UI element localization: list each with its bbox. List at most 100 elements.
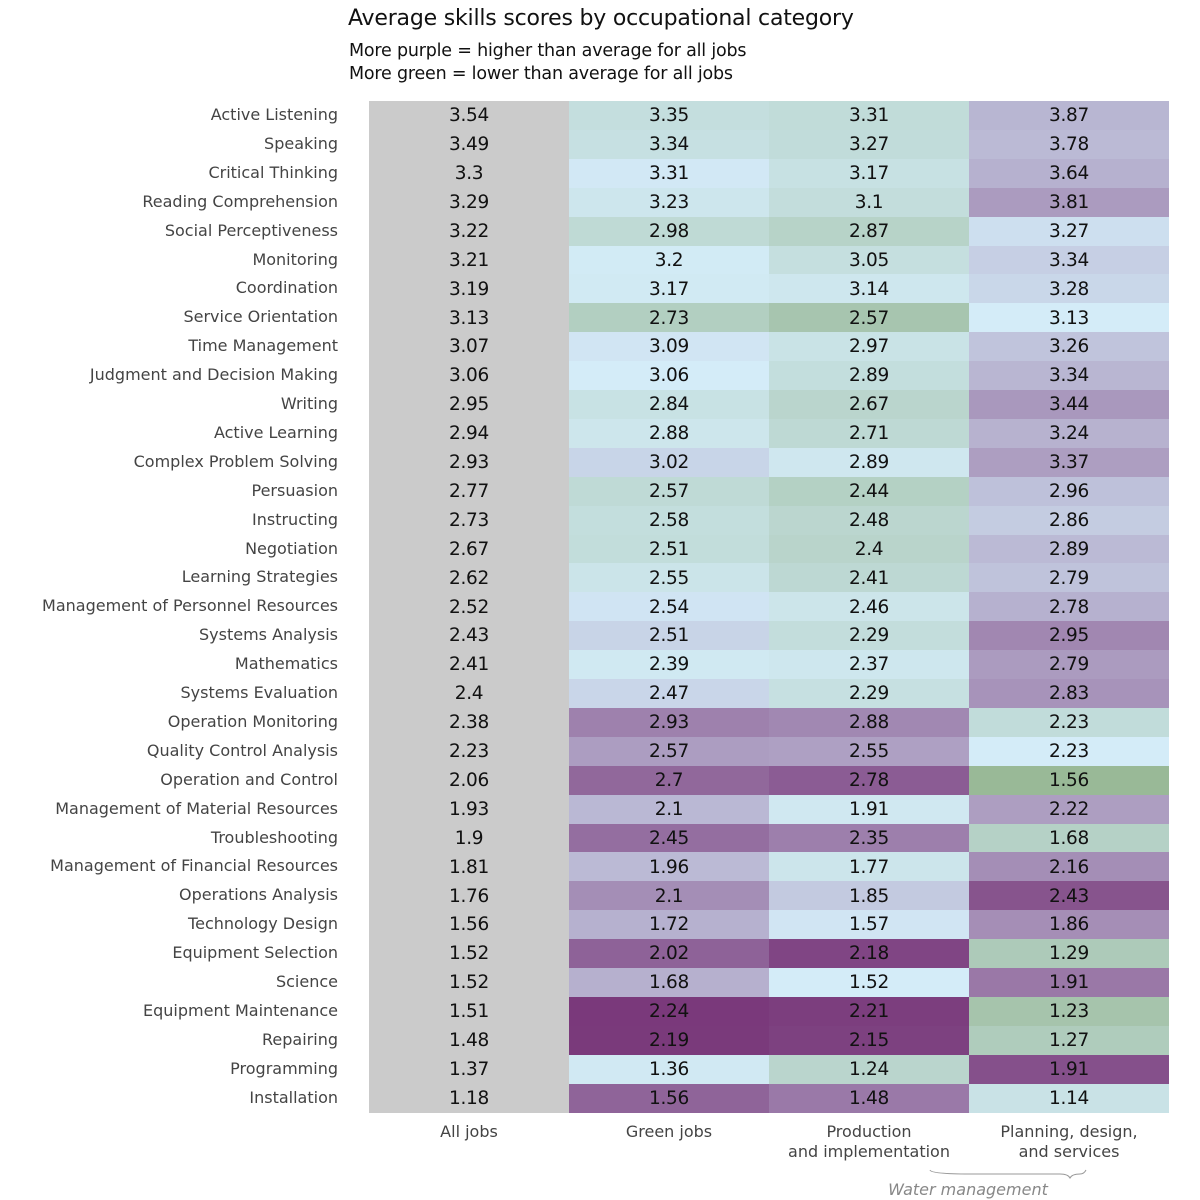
heatmap-cell: 2.88	[569, 418, 769, 449]
row-label: Science	[275, 972, 338, 991]
heatmap-cell: 2.93	[569, 707, 769, 738]
heatmap-cell: 2.62	[369, 563, 569, 593]
heatmap-cell: 2.41	[769, 563, 969, 593]
row-label: Coordination	[235, 278, 338, 298]
heatmap-cell: 2.87	[769, 216, 969, 247]
heatmap-cell: 2.4	[369, 679, 569, 709]
row-label: Management of Material Resources	[55, 798, 338, 818]
heatmap-cell: 2.46	[769, 592, 969, 622]
heatmap-cell: 2.79	[969, 563, 1169, 593]
heatmap-cell: 2.77	[369, 476, 569, 507]
heatmap-cell: 1.91	[969, 1054, 1169, 1085]
heatmap-cell: 2.47	[569, 679, 769, 709]
heatmap-cell: 3.06	[369, 361, 569, 391]
heatmap-cell: 2.57	[769, 303, 969, 333]
column-header-line: and implementation	[788, 1142, 950, 1161]
row-label: Writing	[280, 394, 338, 413]
heatmap-cell: 3.23	[569, 187, 769, 218]
row-label: Systems Analysis	[198, 625, 338, 645]
heatmap-cell: 3.13	[369, 303, 569, 333]
chart-title: Average skills scores by occupational ca…	[348, 6, 854, 31]
heatmap-cell: 1.68	[969, 823, 1169, 853]
column-header: Green jobs	[569, 1122, 769, 1142]
heatmap-cell: 2.15	[769, 1025, 969, 1056]
heatmap-cell: 2.48	[769, 505, 969, 536]
heatmap-cell: 2.88	[769, 707, 969, 738]
heatmap-cell: 1.68	[569, 968, 769, 998]
heatmap-cell: 1.23	[969, 996, 1169, 1027]
heatmap-cell: 2.89	[769, 447, 969, 478]
heatmap-cell: 1.96	[569, 852, 769, 882]
row-label: Complex Problem Solving	[133, 451, 338, 471]
heatmap-cell: 2.23	[369, 736, 569, 767]
heatmap-cell: 2.89	[969, 534, 1169, 564]
heatmap-cell: 1.77	[769, 852, 969, 882]
heatmap-cell: 2.93	[369, 447, 569, 478]
heatmap-cell: 2.38	[369, 707, 569, 738]
heatmap-cell: 1.56	[969, 765, 1169, 796]
heatmap-cell: 2.54	[569, 592, 769, 622]
heatmap-cell: 3.06	[569, 361, 769, 391]
row-label: Operations Analysis	[179, 885, 338, 905]
row-label: Installation	[249, 1087, 338, 1107]
heatmap-cell: 3.13	[969, 303, 1169, 333]
heatmap-cell: 3.17	[769, 158, 969, 189]
heatmap-cell: 2.35	[769, 823, 969, 853]
heatmap-cell: 2.89	[769, 361, 969, 391]
heatmap-cell: 2.7	[569, 765, 769, 796]
heatmap-cell: 1.72	[569, 910, 769, 940]
heatmap-cell: 2.39	[569, 650, 769, 680]
heatmap-cell: 2.22	[969, 794, 1169, 825]
heatmap-cell: 2.86	[969, 505, 1169, 536]
heatmap-cell: 1.52	[369, 968, 569, 998]
heatmap-cell: 3.02	[569, 447, 769, 478]
heatmap-cell: 2.23	[969, 736, 1169, 767]
heatmap-cell: 3.29	[369, 187, 569, 218]
heatmap-cell: 3.22	[369, 216, 569, 247]
heatmap-cell: 1.48	[369, 1025, 569, 1056]
column-header-line: All jobs	[440, 1122, 498, 1141]
heatmap-cell: 1.93	[369, 794, 569, 825]
heatmap-cell: 3.27	[969, 216, 1169, 247]
heatmap-cell: 3.35	[569, 101, 769, 131]
heatmap-cell: 3.28	[969, 274, 1169, 304]
heatmap-cell: 3.31	[769, 101, 969, 131]
heatmap-cell: 1.14	[969, 1083, 1169, 1114]
heatmap-cell: 2.73	[369, 505, 569, 536]
row-label: Operation and Control	[160, 769, 338, 789]
heatmap-cell: 3.81	[969, 187, 1169, 218]
row-label: Learning Strategies	[181, 567, 338, 587]
heatmap-cell: 2.45	[569, 823, 769, 853]
heatmap-cell: 2.16	[969, 852, 1169, 882]
chart-subtitle-purple: More purple = higher than average for al…	[349, 41, 747, 61]
heatmap-cell: 3.34	[569, 129, 769, 160]
heatmap-cell: 2.24	[569, 996, 769, 1027]
heatmap-cell: 2.79	[969, 650, 1169, 680]
column-header-line: Production	[826, 1122, 912, 1141]
heatmap-cell: 2.57	[569, 736, 769, 767]
row-label: Service Orientation	[183, 307, 338, 327]
heatmap-cell: 1.36	[569, 1054, 769, 1085]
row-label: Systems Evaluation	[180, 683, 338, 702]
heatmap-cell: 3.54	[369, 101, 569, 131]
heatmap-cell: 2.41	[369, 650, 569, 680]
heatmap-cell: 1.52	[769, 968, 969, 998]
row-label: Persuasion	[251, 480, 339, 500]
heatmap-cell: 2.94	[369, 418, 569, 449]
row-label: Monitoring	[252, 249, 338, 269]
heatmap-cell: 2.98	[569, 216, 769, 247]
heatmap-cell: 3.78	[969, 129, 1169, 160]
heatmap-cell: 1.18	[369, 1083, 569, 1114]
row-label: Technology Design	[188, 914, 338, 934]
heatmap-cell: 2.73	[569, 303, 769, 333]
heatmap-cell: 1.76	[369, 881, 569, 911]
row-label: Management of Personnel Resources	[42, 596, 338, 616]
heatmap-cell: 3.27	[769, 129, 969, 160]
heatmap-cell: 2.83	[969, 679, 1169, 709]
row-label: Instructing	[252, 509, 338, 529]
heatmap-cell: 1.48	[769, 1083, 969, 1114]
heatmap-cell: 2.23	[969, 707, 1169, 738]
heatmap-cell: 2.37	[769, 650, 969, 680]
